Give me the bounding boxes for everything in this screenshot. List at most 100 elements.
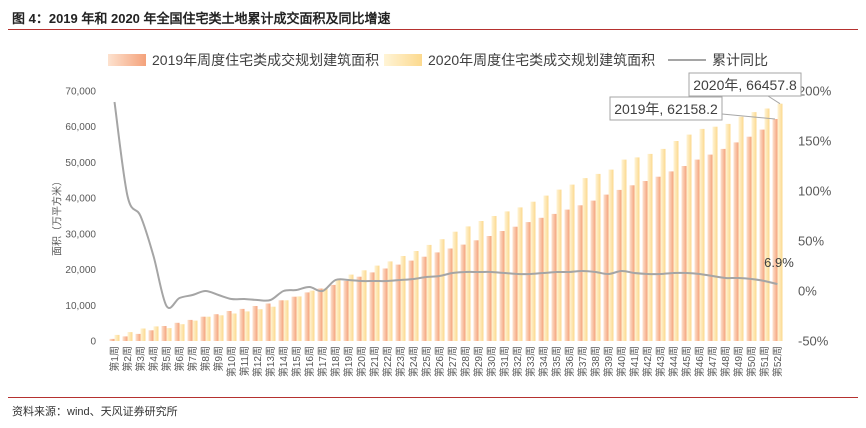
x-tick-label: 第32周 xyxy=(511,346,524,377)
bar-2019-week-36 xyxy=(564,209,570,341)
x-tick-label: 第24周 xyxy=(407,346,420,377)
bar-2020-week-21 xyxy=(374,265,380,341)
bar-2020-week-50 xyxy=(751,112,757,341)
bar-2019-week-22 xyxy=(382,268,388,341)
x-tick-label: 第5周 xyxy=(160,346,173,372)
callout-2019-label: 2019年, 62158.2 xyxy=(614,101,718,117)
bar-2020-week-36 xyxy=(569,184,575,341)
callout-2020-leader xyxy=(767,95,781,105)
x-tick-label: 第25周 xyxy=(420,346,433,377)
x-tick-label: 第33周 xyxy=(524,346,537,377)
x-tick-label: 第35周 xyxy=(550,346,563,377)
bar-2020-week-28 xyxy=(465,226,471,341)
bars xyxy=(109,103,783,342)
source-divider xyxy=(8,397,858,398)
bar-2019-week-52 xyxy=(772,119,778,341)
y2-tick-label: -50% xyxy=(798,334,829,349)
bar-2020-week-20 xyxy=(361,270,367,341)
x-tick-label: 第51周 xyxy=(758,346,771,377)
y2-tick-label: 50% xyxy=(798,234,824,249)
bar-2020-week-7 xyxy=(192,320,198,341)
bar-2019-week-25 xyxy=(421,256,427,341)
bar-2020-week-48 xyxy=(725,123,731,342)
legend-label-2019: 2019年周度住宅类成交规划建筑面积 xyxy=(152,52,379,68)
bar-2020-week-44 xyxy=(673,141,679,341)
x-tick-label: 第6周 xyxy=(173,346,186,372)
bar-2019-week-32 xyxy=(512,226,518,341)
x-tick-label: 第13周 xyxy=(264,346,277,377)
bar-2020-week-9 xyxy=(218,315,224,341)
x-tick-label: 第11周 xyxy=(238,346,251,376)
bar-2020-week-17 xyxy=(322,288,328,341)
x-tick-label: 第12周 xyxy=(251,346,264,377)
bar-2019-week-23 xyxy=(395,264,401,341)
bar-2019-week-2 xyxy=(122,336,128,341)
bar-2020-week-38 xyxy=(595,173,601,341)
x-tick-label: 第3周 xyxy=(134,346,147,372)
figure-title: 图 4：2019 年和 2020 年全国住宅类土地累计成交面积及同比增速 xyxy=(12,11,391,26)
bar-2019-week-17 xyxy=(317,288,323,341)
x-tick-label: 第48周 xyxy=(719,346,732,377)
x-tick-label: 第36周 xyxy=(563,346,576,377)
x-tick-label: 第34周 xyxy=(537,346,550,377)
bar-2020-week-39 xyxy=(608,169,614,341)
bar-2020-week-33 xyxy=(530,201,536,341)
x-tick-label: 第50周 xyxy=(745,346,758,377)
bar-2020-week-40 xyxy=(621,159,627,341)
bar-2019-week-19 xyxy=(343,281,349,341)
bar-2019-week-44 xyxy=(668,171,674,341)
bar-2020-week-14 xyxy=(283,300,289,341)
bar-2019-week-33 xyxy=(525,222,531,341)
x-tick-label: 第39周 xyxy=(602,346,615,377)
y-tick-label: 50,000 xyxy=(65,158,96,169)
bar-2020-week-16 xyxy=(309,290,315,341)
y-axis-right: -50% 0% 50% 100% 150% 200% xyxy=(798,84,832,349)
y-tick-label: 60,000 xyxy=(65,122,96,133)
y-axis-left: 0 10,000 20,000 30,000 40,000 50,000 60,000 70,… xyxy=(65,87,96,348)
x-tick-label: 第22周 xyxy=(381,346,394,377)
bar-2019-week-18 xyxy=(330,284,336,341)
bar-2019-week-30 xyxy=(486,236,492,341)
bar-2019-week-26 xyxy=(434,252,440,341)
x-tick-label: 第19周 xyxy=(342,346,355,377)
bar-2020-week-6 xyxy=(179,324,185,341)
x-tick-label: 第42周 xyxy=(641,346,654,377)
x-tick-label: 第41周 xyxy=(628,346,641,377)
bar-2020-week-8 xyxy=(205,316,211,341)
bar-2019-week-8 xyxy=(200,316,206,341)
bar-2020-week-41 xyxy=(634,157,640,341)
legend-swatch-2020 xyxy=(384,54,422,66)
bar-2020-week-25 xyxy=(426,244,432,341)
x-tick-label: 第31周 xyxy=(498,346,511,377)
bar-2019-week-47 xyxy=(707,154,713,341)
bar-2020-week-10 xyxy=(231,313,237,341)
bar-2019-week-48 xyxy=(720,148,726,341)
x-tick-label: 第10周 xyxy=(225,346,238,377)
y-tick-label: 10,000 xyxy=(65,301,96,312)
x-tick-label: 第47周 xyxy=(706,346,719,377)
bar-2019-week-10 xyxy=(226,311,232,341)
bar-2019-week-46 xyxy=(694,159,700,341)
x-tick-label: 第52周 xyxy=(771,346,784,377)
bar-2019-week-37 xyxy=(577,205,583,341)
bar-2019-week-27 xyxy=(447,248,453,341)
bar-2020-week-19 xyxy=(348,274,354,341)
legend: 2019年周度住宅类成交规划建筑面积 2020年周度住宅类成交规划建筑面积 累计… xyxy=(108,52,768,68)
bar-2019-week-43 xyxy=(655,176,661,341)
bar-2020-week-47 xyxy=(712,126,718,341)
bar-2019-week-39 xyxy=(603,194,609,341)
x-tick-label: 第15周 xyxy=(290,346,303,377)
bar-2019-week-3 xyxy=(135,333,141,341)
bar-2020-week-24 xyxy=(413,251,419,341)
y2-tick-label: 100% xyxy=(798,184,832,199)
bar-2019-week-13 xyxy=(265,303,271,341)
callout-2019-leader xyxy=(721,113,776,120)
bar-2019-week-42 xyxy=(642,181,648,341)
bar-2019-week-16 xyxy=(304,292,310,341)
bar-2019-week-21 xyxy=(369,272,375,341)
legend-label-yoy: 累计同比 xyxy=(712,52,768,68)
bar-2020-week-51 xyxy=(764,108,770,341)
bar-2019-week-51 xyxy=(759,129,765,341)
x-tick-label: 第37周 xyxy=(576,346,589,377)
bar-2019-week-20 xyxy=(356,276,362,341)
